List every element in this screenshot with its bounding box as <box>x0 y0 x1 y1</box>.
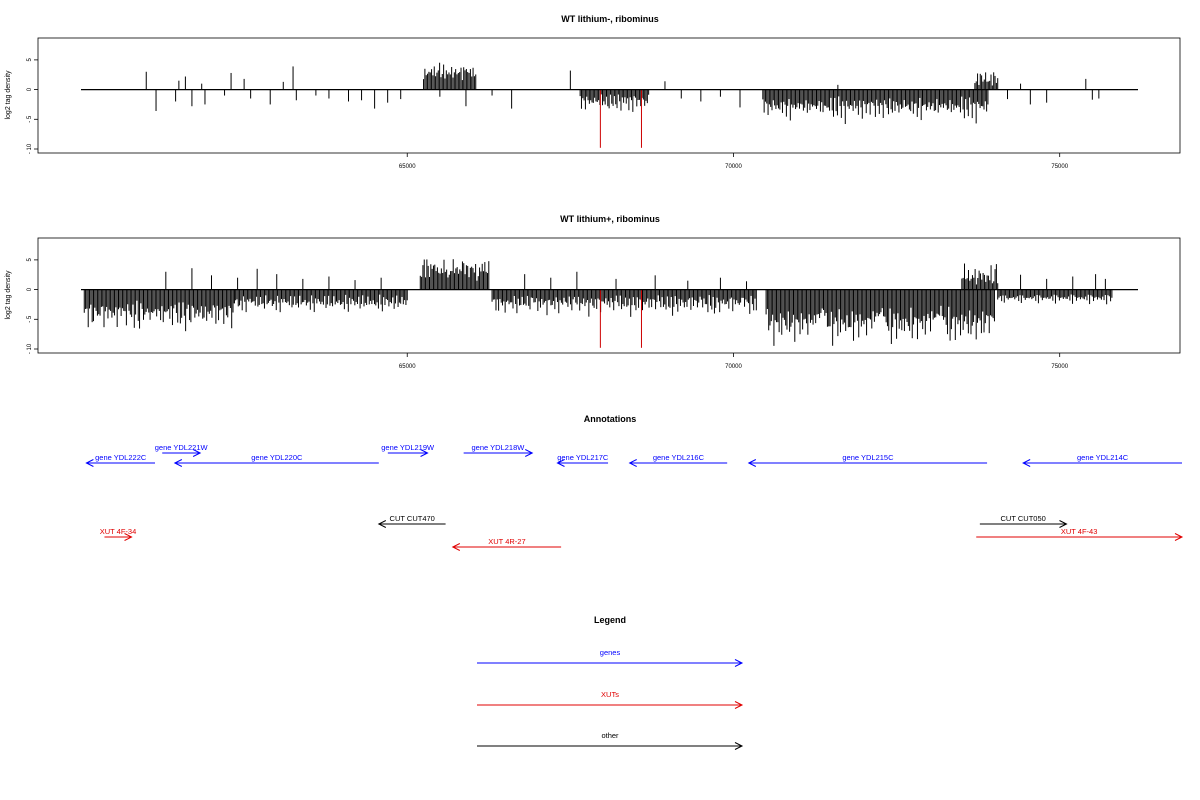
annotation-feature: gene YDL221W <box>155 443 209 457</box>
x-tick-label: 70000 <box>725 164 742 170</box>
legend-title: Legend <box>594 615 626 625</box>
plot-lithium-minus: WT lithium-, ribominus log2 tag density … <box>5 14 1181 170</box>
legend-label: genes <box>600 648 621 657</box>
annotation-feature: gene YDL214C <box>1022 453 1182 467</box>
legend-panel: Legend genes XUTs other <box>477 615 744 750</box>
y-tick-label: - 5 <box>27 115 33 123</box>
y-tick-label: 0 <box>27 287 33 291</box>
x-tick-label: 70000 <box>725 364 742 370</box>
annotation-feature: gene YDL218W <box>463 443 534 457</box>
feature-label: CUT CUT470 <box>390 514 435 523</box>
x-tick-label: 75000 <box>1051 164 1068 170</box>
feature-label: gene YDL216C <box>653 453 705 462</box>
annotation-feature: XUT 4F-43 <box>976 527 1184 541</box>
annotation-feature: XUT 4F-34 <box>100 527 137 541</box>
feature-label: gene YDL219W <box>381 443 435 452</box>
feature-label: gene YDL222C <box>95 453 147 462</box>
arrow-head <box>734 659 744 667</box>
y-tick-label: - 10 <box>27 143 33 154</box>
density-bars <box>81 259 1138 348</box>
arrow-head <box>124 533 133 541</box>
legend-item: genes <box>477 648 744 667</box>
arrow-head <box>747 459 757 467</box>
annotation-feature: gene YDL215C <box>747 453 988 467</box>
arrow-head <box>85 459 94 467</box>
plot-title: WT lithium+, ribominus <box>560 214 660 224</box>
arrow-head <box>734 742 744 750</box>
feature-label: gene YDL218W <box>472 443 526 452</box>
y-tick-label: 5 <box>27 258 33 262</box>
plot-frame <box>37 237 1181 354</box>
arrow-head <box>734 701 744 709</box>
feature-label: gene YDL221W <box>155 443 209 452</box>
arrow-head <box>556 459 565 467</box>
feature-label: gene YDL214C <box>1077 453 1129 462</box>
annotation-feature: gene YDL222C <box>85 453 156 467</box>
arrow-head <box>628 459 637 467</box>
annotation-feature: gene YDL219W <box>381 443 435 457</box>
plot-lithium-plus: WT lithium+, ribominus log2 tag density … <box>5 214 1181 370</box>
feature-label: gene YDL220C <box>251 453 303 462</box>
y-tick-label: 5 <box>27 58 33 62</box>
annotation-feature: gene YDL217C <box>556 453 609 467</box>
arrow-head <box>1174 533 1184 541</box>
annotations-panel: Annotations gene YDL222C gene YDL221W gene… <box>85 414 1184 551</box>
arrow-head <box>377 520 387 528</box>
arrow-head <box>451 543 461 551</box>
x-tick-label: 65000 <box>399 164 416 170</box>
feature-label: XUT 4R-27 <box>488 537 525 546</box>
arrow-head <box>1059 520 1068 528</box>
legend-item: other <box>477 731 744 750</box>
feature-label: gene YDL215C <box>842 453 894 462</box>
legend-label: XUTs <box>601 690 619 699</box>
feature-label: gene YDL217C <box>557 453 609 462</box>
arrow-head <box>173 459 183 467</box>
annotation-feature: gene YDL216C <box>628 453 728 467</box>
plot-title: WT lithium-, ribominus <box>561 14 659 24</box>
y-tick-label: - 5 <box>27 315 33 323</box>
arrow-head <box>420 449 429 457</box>
axes: - 10 - 5 0 5 65000 70000 75000 <box>27 258 1069 370</box>
legend-label: other <box>601 731 619 740</box>
annotations-title: Annotations <box>584 414 637 424</box>
arrow-head <box>192 449 202 457</box>
x-tick-label: 75000 <box>1051 364 1068 370</box>
annotation-feature: XUT 4R-27 <box>451 537 562 551</box>
axes: - 10 - 5 0 5 65000 70000 75000 <box>27 58 1069 170</box>
feature-label: XUT 4F-34 <box>100 527 137 536</box>
y-tick-label: - 10 <box>27 343 33 354</box>
y-axis-label: log2 tag density <box>5 270 12 320</box>
annotation-feature: gene YDL220C <box>173 453 379 467</box>
annotation-feature: CUT CUT050 <box>979 514 1068 528</box>
plot-frame <box>37 37 1181 154</box>
y-axis-label: log2 tag density <box>5 70 12 120</box>
legend-item: XUTs <box>477 690 744 709</box>
arrow-head <box>1022 459 1031 467</box>
annotation-feature: CUT CUT470 <box>377 514 446 528</box>
feature-label: XUT 4F-43 <box>1061 527 1098 536</box>
x-tick-label: 65000 <box>399 364 416 370</box>
y-tick-label: 0 <box>27 87 33 91</box>
arrow-head <box>525 449 534 457</box>
feature-label: CUT CUT050 <box>1001 514 1046 523</box>
density-bars <box>81 62 1138 148</box>
